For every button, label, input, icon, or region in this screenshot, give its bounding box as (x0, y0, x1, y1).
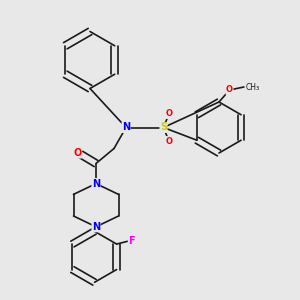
Text: F: F (128, 236, 135, 246)
Text: O: O (73, 148, 82, 158)
Text: S: S (160, 122, 167, 133)
Text: O: O (165, 110, 172, 118)
Text: N: N (92, 178, 100, 189)
Text: O: O (165, 136, 172, 146)
Text: N: N (92, 222, 100, 232)
Text: N: N (122, 122, 130, 133)
Text: CH₃: CH₃ (245, 82, 260, 91)
Text: O: O (226, 85, 233, 94)
